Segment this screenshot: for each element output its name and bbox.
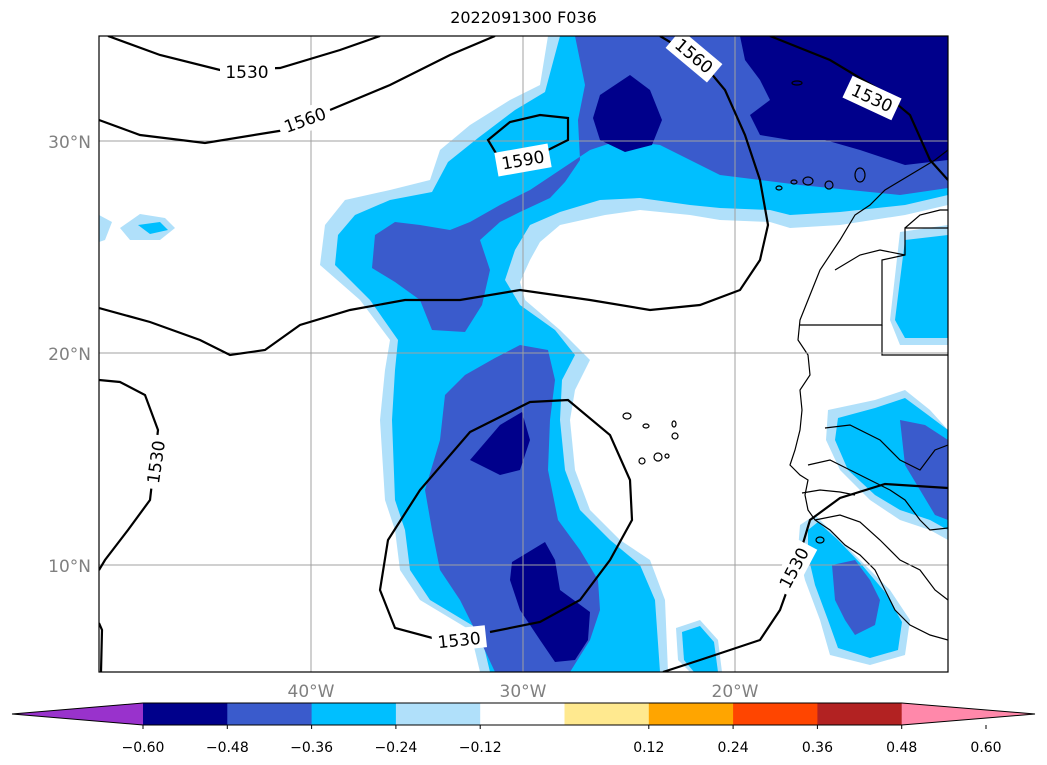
colorbar-tick-label: −0.48 bbox=[206, 740, 249, 756]
border-gambia bbox=[801, 489, 856, 496]
colorbar-tick-label: 0.48 bbox=[886, 740, 917, 756]
lat-tick-10n: 10°N bbox=[48, 557, 91, 577]
fill-light-west-edge bbox=[99, 215, 112, 242]
colorbar-tick-label: 0.36 bbox=[802, 740, 833, 756]
lon-tick-20w: 20°W bbox=[712, 682, 759, 702]
map-frame bbox=[98, 35, 949, 673]
island-cape-verde-1 bbox=[622, 412, 632, 420]
colorbar-segment bbox=[648, 703, 734, 725]
contour-1560-east bbox=[99, 36, 770, 357]
lat-tick-30n: 30°N bbox=[48, 133, 91, 153]
island-canary-3 bbox=[802, 176, 814, 186]
fill-blue-coast bbox=[832, 560, 880, 635]
lon-tick-30w: 30°W bbox=[500, 682, 547, 702]
island-cape-verde-7 bbox=[664, 453, 670, 459]
contour-labels: 1530 1560 1590 1560 1530 1530 1530 1530 bbox=[140, 36, 902, 653]
colorbar-tick-label: 0.24 bbox=[718, 740, 749, 756]
colorbar-tick-label: 0.12 bbox=[633, 740, 664, 756]
fill-navy-north-b bbox=[740, 36, 948, 165]
fill-navy-north-a bbox=[593, 75, 662, 152]
plot-title: 2022091300 F036 bbox=[450, 8, 597, 27]
colorbar: −0.60 −0.48 −0.36 −0.24 −0.12 0.12 0.24 0.36 0.4… bbox=[11, 702, 1036, 756]
island-cape-verde-3 bbox=[671, 420, 677, 428]
fill-blue-east-a bbox=[900, 420, 948, 520]
border-sahara-north bbox=[834, 249, 906, 271]
colorbar-tick-label: −0.24 bbox=[374, 740, 417, 756]
border-mauritania-a bbox=[881, 325, 948, 356]
island-canary-6 bbox=[791, 80, 803, 86]
island-canary-4 bbox=[824, 180, 834, 190]
fill-cyan-small-west bbox=[138, 222, 168, 234]
island-bissagos bbox=[815, 536, 825, 544]
map-panel: 1530 1560 1590 1560 1530 1530 1530 1530 bbox=[99, 36, 948, 672]
island-canary-5 bbox=[854, 167, 866, 183]
fill-navy-south-b bbox=[510, 542, 590, 662]
coastlines bbox=[789, 149, 948, 641]
island-canary-1 bbox=[775, 185, 783, 191]
contour-label-1530-a: 1530 bbox=[225, 63, 268, 83]
colorbar-tick-label: 0.60 bbox=[970, 740, 1001, 756]
fill-cyan-south-blob bbox=[682, 626, 718, 672]
border-algeria bbox=[904, 209, 948, 229]
colorbar-segment bbox=[817, 703, 903, 725]
coastline-africa bbox=[789, 149, 948, 641]
contour-label-1530-d: 1530 bbox=[437, 629, 482, 653]
colorbar-segment bbox=[227, 703, 313, 725]
island-cape-verde-6 bbox=[653, 452, 663, 462]
island-cape-verde-4 bbox=[671, 432, 679, 440]
colorbar-segment bbox=[395, 703, 481, 725]
border-mali bbox=[824, 424, 948, 471]
border-west-sahara bbox=[800, 227, 948, 326]
colorbar-extend-high bbox=[901, 703, 1035, 725]
colorbar-segment bbox=[564, 703, 650, 725]
island-canary-2 bbox=[790, 179, 798, 185]
border-senegal bbox=[807, 459, 948, 531]
islands bbox=[622, 80, 866, 544]
colorbar-segment bbox=[143, 703, 228, 725]
colorbar-extend-low bbox=[12, 703, 143, 725]
filled-anomaly-fields bbox=[99, 36, 948, 672]
contour-1530-south bbox=[378, 398, 634, 642]
colorbar-segment bbox=[311, 703, 397, 725]
fill-navy-south-a bbox=[470, 412, 530, 475]
colorbar-tick-label: −0.36 bbox=[290, 740, 333, 756]
fill-cyan-east bbox=[895, 235, 948, 338]
colorbar-segment bbox=[733, 703, 818, 725]
colorbar-tick-label: −0.60 bbox=[122, 740, 165, 756]
island-cape-verde-5 bbox=[638, 457, 646, 465]
contour-1530-west-edge bbox=[99, 622, 104, 672]
island-cape-verde-2 bbox=[642, 423, 650, 429]
lon-tick-40w: 40°W bbox=[288, 682, 335, 702]
axis-tick-labels: 30°N 20°N 10°N 40°W 30°W 20°W bbox=[48, 133, 759, 702]
colorbar-segment bbox=[480, 703, 565, 725]
lat-tick-20n: 20°N bbox=[48, 345, 91, 365]
colorbar-tick-label: −0.12 bbox=[459, 740, 502, 756]
border-guinea bbox=[814, 514, 948, 601]
